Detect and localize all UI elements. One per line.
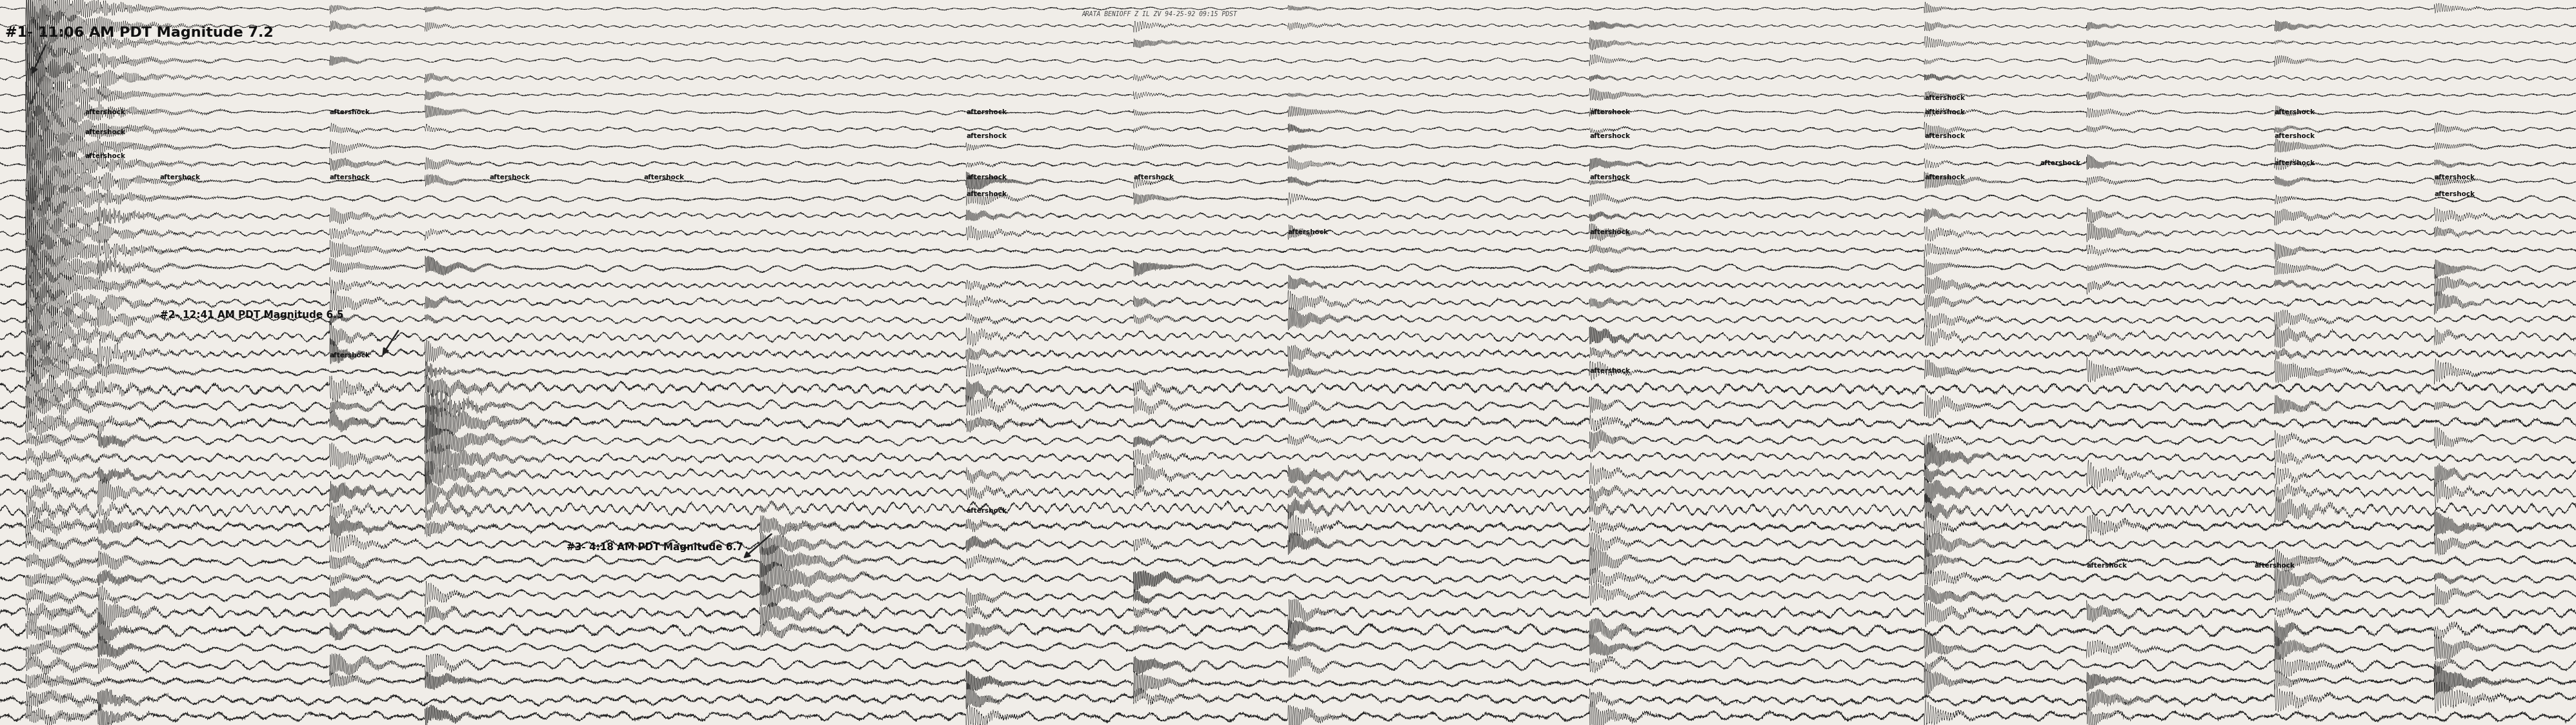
Text: aftershock: aftershock — [85, 109, 126, 115]
Text: ARATA BENIOFF Z IL ZV 94-25-92 09:15 PDST: ARATA BENIOFF Z IL ZV 94-25-92 09:15 PDS… — [1082, 11, 1236, 17]
Text: aftershock: aftershock — [644, 175, 685, 181]
Text: aftershock: aftershock — [1924, 175, 1965, 181]
Text: aftershock: aftershock — [966, 175, 1007, 181]
Text: aftershock: aftershock — [2040, 160, 2081, 166]
Text: aftershock: aftershock — [966, 508, 1007, 514]
Text: aftershock: aftershock — [2275, 160, 2316, 166]
Text: aftershock: aftershock — [1924, 109, 1965, 115]
Text: aftershock: aftershock — [1589, 368, 1631, 374]
Text: aftershock: aftershock — [1133, 175, 1175, 181]
Text: aftershock: aftershock — [1589, 133, 1631, 139]
Text: aftershock: aftershock — [330, 109, 371, 115]
Text: aftershock: aftershock — [1589, 109, 1631, 115]
Text: #3- 4:18 AM PDT Magnitude 6.7: #3- 4:18 AM PDT Magnitude 6.7 — [567, 542, 744, 552]
Text: aftershock: aftershock — [2434, 191, 2476, 197]
Text: aftershock: aftershock — [966, 109, 1007, 115]
Text: aftershock: aftershock — [1924, 133, 1965, 139]
Text: aftershock: aftershock — [966, 191, 1007, 197]
Text: aftershock: aftershock — [2087, 563, 2128, 568]
Text: aftershock: aftershock — [85, 129, 126, 135]
Text: #2- 12:41 AM PDT Magnitude 6.5: #2- 12:41 AM PDT Magnitude 6.5 — [160, 310, 343, 320]
Text: aftershock: aftershock — [2254, 563, 2295, 568]
Text: aftershock: aftershock — [330, 352, 371, 358]
Text: aftershock: aftershock — [966, 133, 1007, 139]
Text: aftershock: aftershock — [2275, 133, 2316, 139]
Text: aftershock: aftershock — [85, 153, 126, 159]
Text: aftershock: aftershock — [1589, 175, 1631, 181]
Text: aftershock: aftershock — [160, 175, 201, 181]
Text: aftershock: aftershock — [489, 175, 531, 181]
Text: aftershock: aftershock — [1589, 229, 1631, 235]
Text: aftershock: aftershock — [1924, 95, 1965, 101]
Text: aftershock: aftershock — [2434, 175, 2476, 181]
Text: aftershock: aftershock — [330, 175, 371, 181]
Text: aftershock: aftershock — [1288, 229, 1329, 235]
Text: aftershock: aftershock — [2275, 109, 2316, 115]
Text: #1- 11:06 AM PDT Magnitude 7.2: #1- 11:06 AM PDT Magnitude 7.2 — [5, 26, 273, 39]
